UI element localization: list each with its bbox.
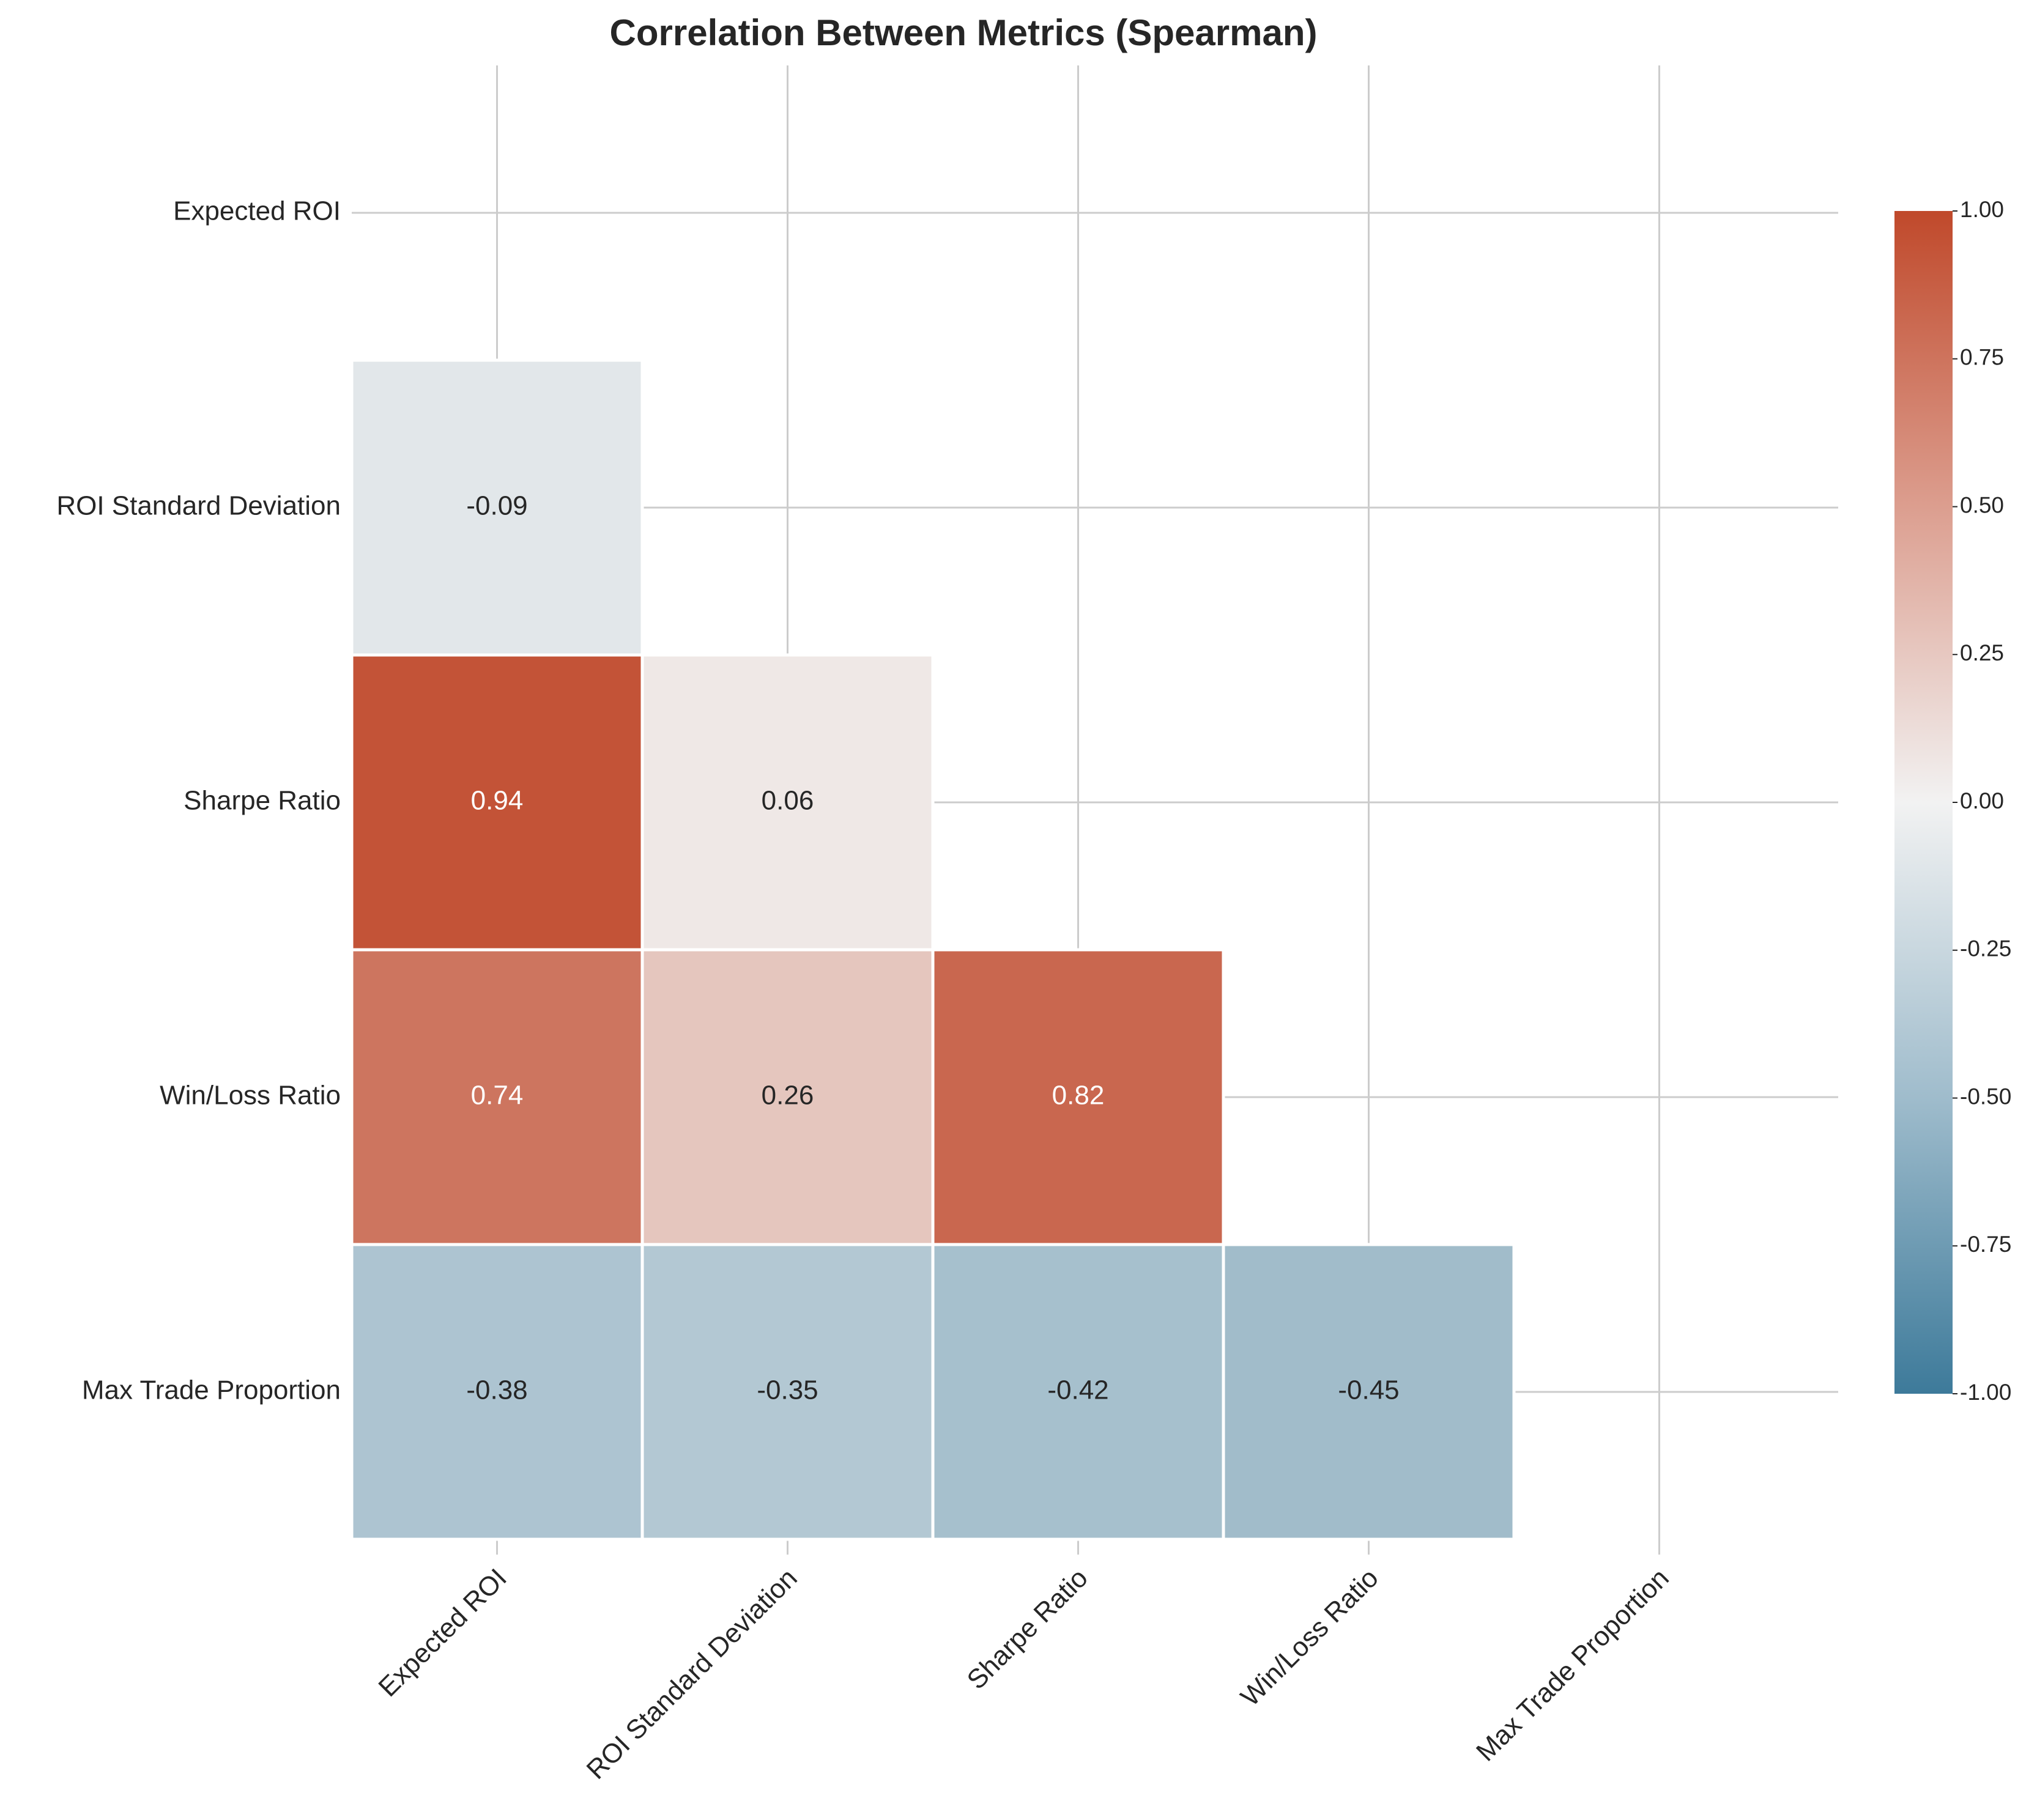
colorbar-tick-label: -0.50 xyxy=(1960,1084,2011,1109)
colorbar-tick-label: 0.25 xyxy=(1960,640,2004,665)
y-tick-label: ROI Standard Deviation xyxy=(56,491,341,521)
heatmap-cell xyxy=(350,653,644,952)
colorbar: 1.00 0.75 0.50 0.25 0.00 -0.25 -0.50 -0.75 -1.00 xyxy=(1894,197,2011,1405)
x-tick-labels: Expected ROI ROI Standard Deviation Sharpe… xyxy=(373,1563,1674,1785)
heatmap-cell xyxy=(931,948,1225,1246)
x-tick-label: Sharpe Ratio xyxy=(962,1563,1094,1695)
heatmap-cell xyxy=(1222,1243,1516,1541)
cell-value-label: 0.74 xyxy=(471,1081,524,1111)
cell-value-label: 0.26 xyxy=(762,1081,814,1111)
cell-value-label: -0.42 xyxy=(1047,1375,1108,1405)
cell-value-label: 0.06 xyxy=(762,786,814,816)
x-tick-label: Max Trade Proportion xyxy=(1471,1563,1675,1767)
y-tick-label: Expected ROI xyxy=(173,196,341,226)
cell-value-label: -0.35 xyxy=(757,1375,818,1405)
heatmap-cell xyxy=(931,1243,1225,1541)
y-tick-label: Win/Loss Ratio xyxy=(160,1081,341,1111)
cell-value-label: -0.38 xyxy=(466,1375,527,1405)
colorbar-tick-label: -1.00 xyxy=(1960,1380,2011,1405)
colorbar-tick-label: -0.75 xyxy=(1960,1232,2011,1257)
colorbar-tick-label: 0.00 xyxy=(1960,788,2004,813)
cell-value-label: 0.82 xyxy=(1052,1081,1105,1111)
y-tick-labels: Expected ROI ROI Standard Deviation Sharpe… xyxy=(56,196,341,1405)
y-tick-label: Sharpe Ratio xyxy=(184,786,341,816)
heatmap-cell xyxy=(640,948,935,1246)
colorbar-tick-label: -0.25 xyxy=(1960,936,2011,961)
y-tick-label: Max Trade Proportion xyxy=(82,1375,341,1405)
colorbar-tick-label: 0.75 xyxy=(1960,345,2004,370)
heatmap-cell xyxy=(350,948,644,1246)
x-tick-label: ROI Standard Deviation xyxy=(581,1563,803,1785)
heatmap-cells: -0.09 0.94 0.06 0.74 0.26 0.82 -0.38 -0.35 -0.42… xyxy=(350,358,1516,1541)
heatmap-cell xyxy=(350,358,644,657)
cell-value-label: -0.45 xyxy=(1338,1375,1399,1405)
cell-value-label: 0.94 xyxy=(471,786,524,816)
chart-title: Correlation Between Metrics (Spearman) xyxy=(610,12,1318,53)
x-tick-label: Expected ROI xyxy=(373,1563,512,1703)
colorbar-gradient xyxy=(1894,211,1953,1394)
colorbar-tick-label: 1.00 xyxy=(1960,197,2004,222)
cell-value-label: -0.09 xyxy=(466,491,527,521)
x-tick-label: Win/Loss Ratio xyxy=(1235,1563,1384,1712)
heatmap-cell xyxy=(640,1243,935,1541)
colorbar-tick-label: 0.50 xyxy=(1960,492,2004,517)
heatmap-cell xyxy=(350,1243,644,1541)
